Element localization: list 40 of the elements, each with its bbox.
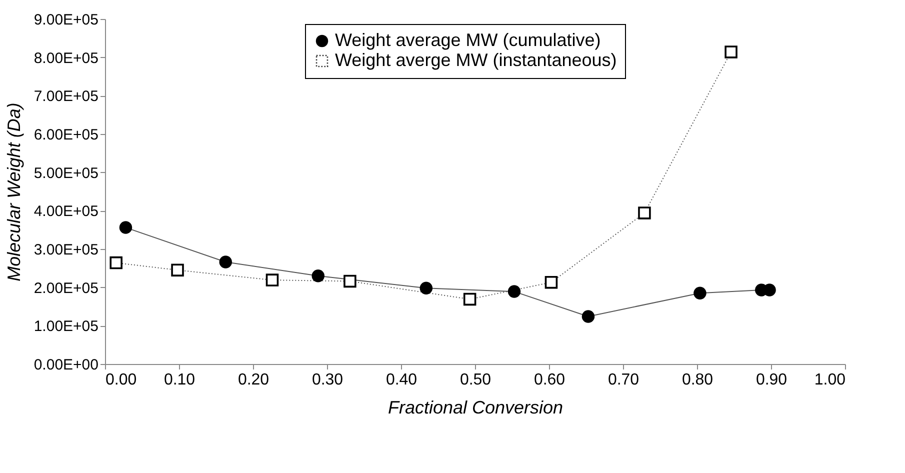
y-tick-label: 3.00E+05 bbox=[34, 242, 98, 258]
x-tick-label: 0.20 bbox=[238, 372, 270, 388]
x-tick-label: 0.90 bbox=[756, 372, 788, 388]
point bbox=[344, 274, 356, 288]
point bbox=[463, 292, 476, 306]
y-tick-label: 2.00E+05 bbox=[34, 280, 98, 297]
y-tick-label: 0.00E+00 bbox=[34, 356, 98, 374]
y-tick-label: 4.00E+05 bbox=[34, 203, 98, 220]
point bbox=[544, 276, 558, 289]
point bbox=[312, 269, 324, 282]
point bbox=[420, 282, 433, 294]
x-tick-label: 0.60 bbox=[534, 372, 566, 388]
x-axis-title: Fractional Conversion bbox=[388, 398, 564, 418]
x-tick-label: 0.10 bbox=[164, 372, 196, 388]
x-tick-label: 0.00 bbox=[106, 372, 137, 388]
point bbox=[694, 286, 706, 300]
x-tick-label: 0.40 bbox=[386, 372, 418, 388]
point bbox=[638, 206, 651, 220]
y-tick-label: 8.00E+05 bbox=[34, 50, 98, 67]
point bbox=[508, 285, 521, 298]
x-tick-label: 0.80 bbox=[682, 372, 714, 388]
point bbox=[266, 274, 279, 286]
y-tick-label: 1.00E+05 bbox=[34, 318, 98, 336]
x-tick-label: 0.30 bbox=[312, 372, 344, 388]
x-tick-label: 0.70 bbox=[608, 372, 640, 388]
y-tick-label: 7.00E+05 bbox=[34, 88, 98, 106]
y-axis-title: Molecular Weight (Da) bbox=[4, 102, 24, 282]
point bbox=[110, 256, 122, 270]
y-tick-label: 5.00E+05 bbox=[34, 164, 98, 182]
point bbox=[119, 221, 132, 234]
legend-label: Weight average MW (cumulative) bbox=[335, 30, 601, 50]
point bbox=[219, 256, 232, 268]
y-tick-label: 9.00E+05 bbox=[34, 12, 98, 28]
x-tick-label: 0.50 bbox=[460, 372, 492, 388]
point bbox=[582, 310, 595, 323]
point bbox=[171, 264, 184, 276]
point bbox=[724, 46, 738, 58]
x-tick-label: 1.00 bbox=[814, 372, 846, 388]
y-tick-label: 6.00E+05 bbox=[34, 126, 98, 144]
legend-label: Weight averge MW (instantaneous) bbox=[335, 50, 617, 70]
